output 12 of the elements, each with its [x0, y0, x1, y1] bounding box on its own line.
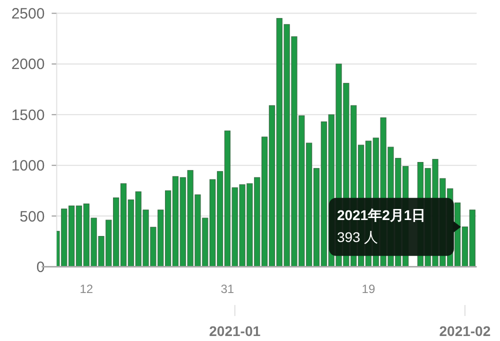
x-tick-label: 31	[220, 282, 234, 296]
y-tick-label: 1500	[11, 106, 45, 124]
y-tick-label: 1000	[11, 158, 45, 175]
y-tick-label: 2500	[11, 6, 45, 23]
annotation: 2021-02	[439, 323, 491, 339]
y-tick-label: 0	[36, 258, 45, 276]
x-tick-label: 19	[362, 282, 376, 296]
annotation: 2021-01	[209, 323, 261, 339]
y-tick-label: 500	[20, 208, 45, 226]
annotation: 2021年2月1日 393 人	[336, 206, 426, 245]
x-tick-label: 12	[80, 282, 94, 296]
y-tick-label: 2000	[11, 56, 45, 74]
